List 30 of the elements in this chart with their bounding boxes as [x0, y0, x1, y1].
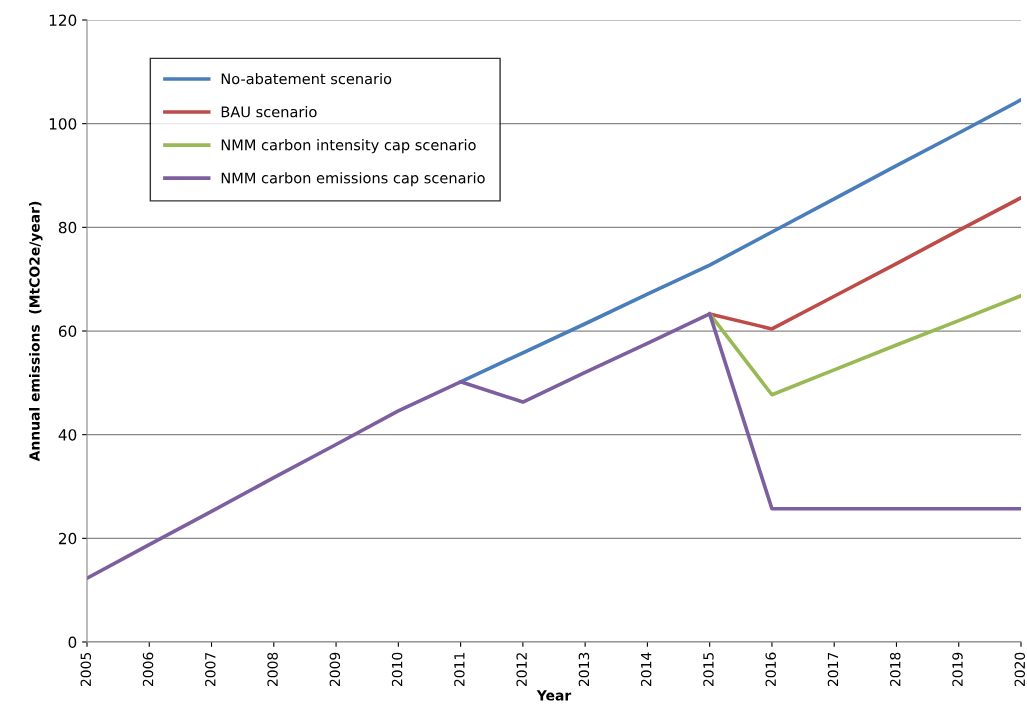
x-tick-label: 2005 [80, 652, 92, 687]
x-tick-label: 2007 [205, 652, 216, 687]
y-tick-label: 20 [58, 532, 77, 545]
y-axis-title: Annual emissions (MtCO2e/year) [29, 201, 43, 462]
line-series [87, 312, 1021, 581]
x-tick-label: 2015 [703, 652, 714, 687]
legend-label: NMM carbon emissions cap scenario [221, 172, 485, 187]
y-tick-label: 100 [49, 118, 77, 130]
y-tick-label: 0 [68, 636, 77, 649]
x-tick-label: 2017 [827, 652, 839, 687]
x-tick-label: 2014 [640, 652, 652, 687]
x-tick-label: 2008 [267, 652, 278, 687]
x-tick-label: 2011 [454, 653, 465, 687]
x-tick-label: 2016 [765, 652, 776, 687]
x-tick-label: 2018 [889, 652, 901, 687]
legend-label: BAU scenario [221, 106, 317, 118]
x-tick-label: 2013 [578, 652, 590, 687]
y-tick-label: 60 [58, 325, 77, 338]
y-tick-label: 120 [49, 14, 77, 27]
x-tick-label: 2010 [391, 652, 403, 687]
y-tick-label: 40 [58, 429, 77, 441]
x-axis-title: Year [536, 690, 572, 701]
x-tick-label: 2006 [142, 652, 154, 687]
y-tick-label: 80 [58, 221, 77, 234]
legend-label: NMM carbon intensity cap scenario [221, 139, 476, 154]
x-tick-label: 2019 [952, 652, 963, 687]
x-tick-label: 2020 [1014, 652, 1026, 687]
legend-label: No-abatement scenario [221, 72, 392, 85]
x-tick-label: 2009 [329, 652, 341, 687]
x-tick-label: 2012 [516, 653, 527, 687]
